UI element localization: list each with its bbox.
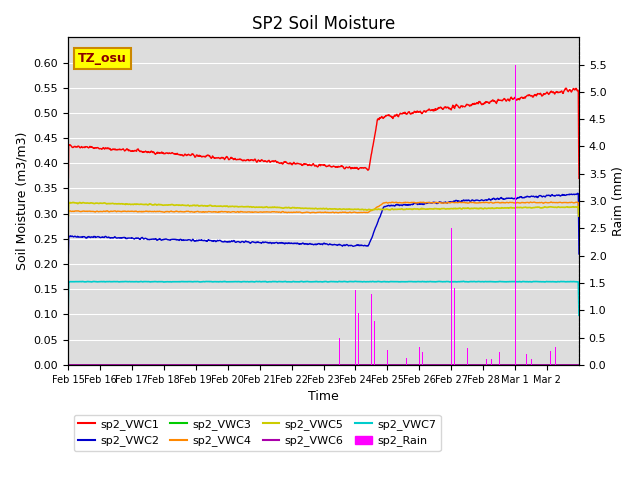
Y-axis label: Raim (mm): Raim (mm)	[612, 166, 625, 236]
X-axis label: Time: Time	[308, 390, 339, 403]
Text: TZ_osu: TZ_osu	[78, 52, 127, 65]
Y-axis label: Soil Moisture (m3/m3): Soil Moisture (m3/m3)	[15, 132, 28, 270]
Legend: sp2_VWC1, sp2_VWC2, sp2_VWC3, sp2_VWC4, sp2_VWC5, sp2_VWC6, sp2_VWC7, sp2_Rain: sp2_VWC1, sp2_VWC2, sp2_VWC3, sp2_VWC4, …	[74, 415, 440, 451]
Title: SP2 Soil Moisture: SP2 Soil Moisture	[252, 15, 395, 33]
